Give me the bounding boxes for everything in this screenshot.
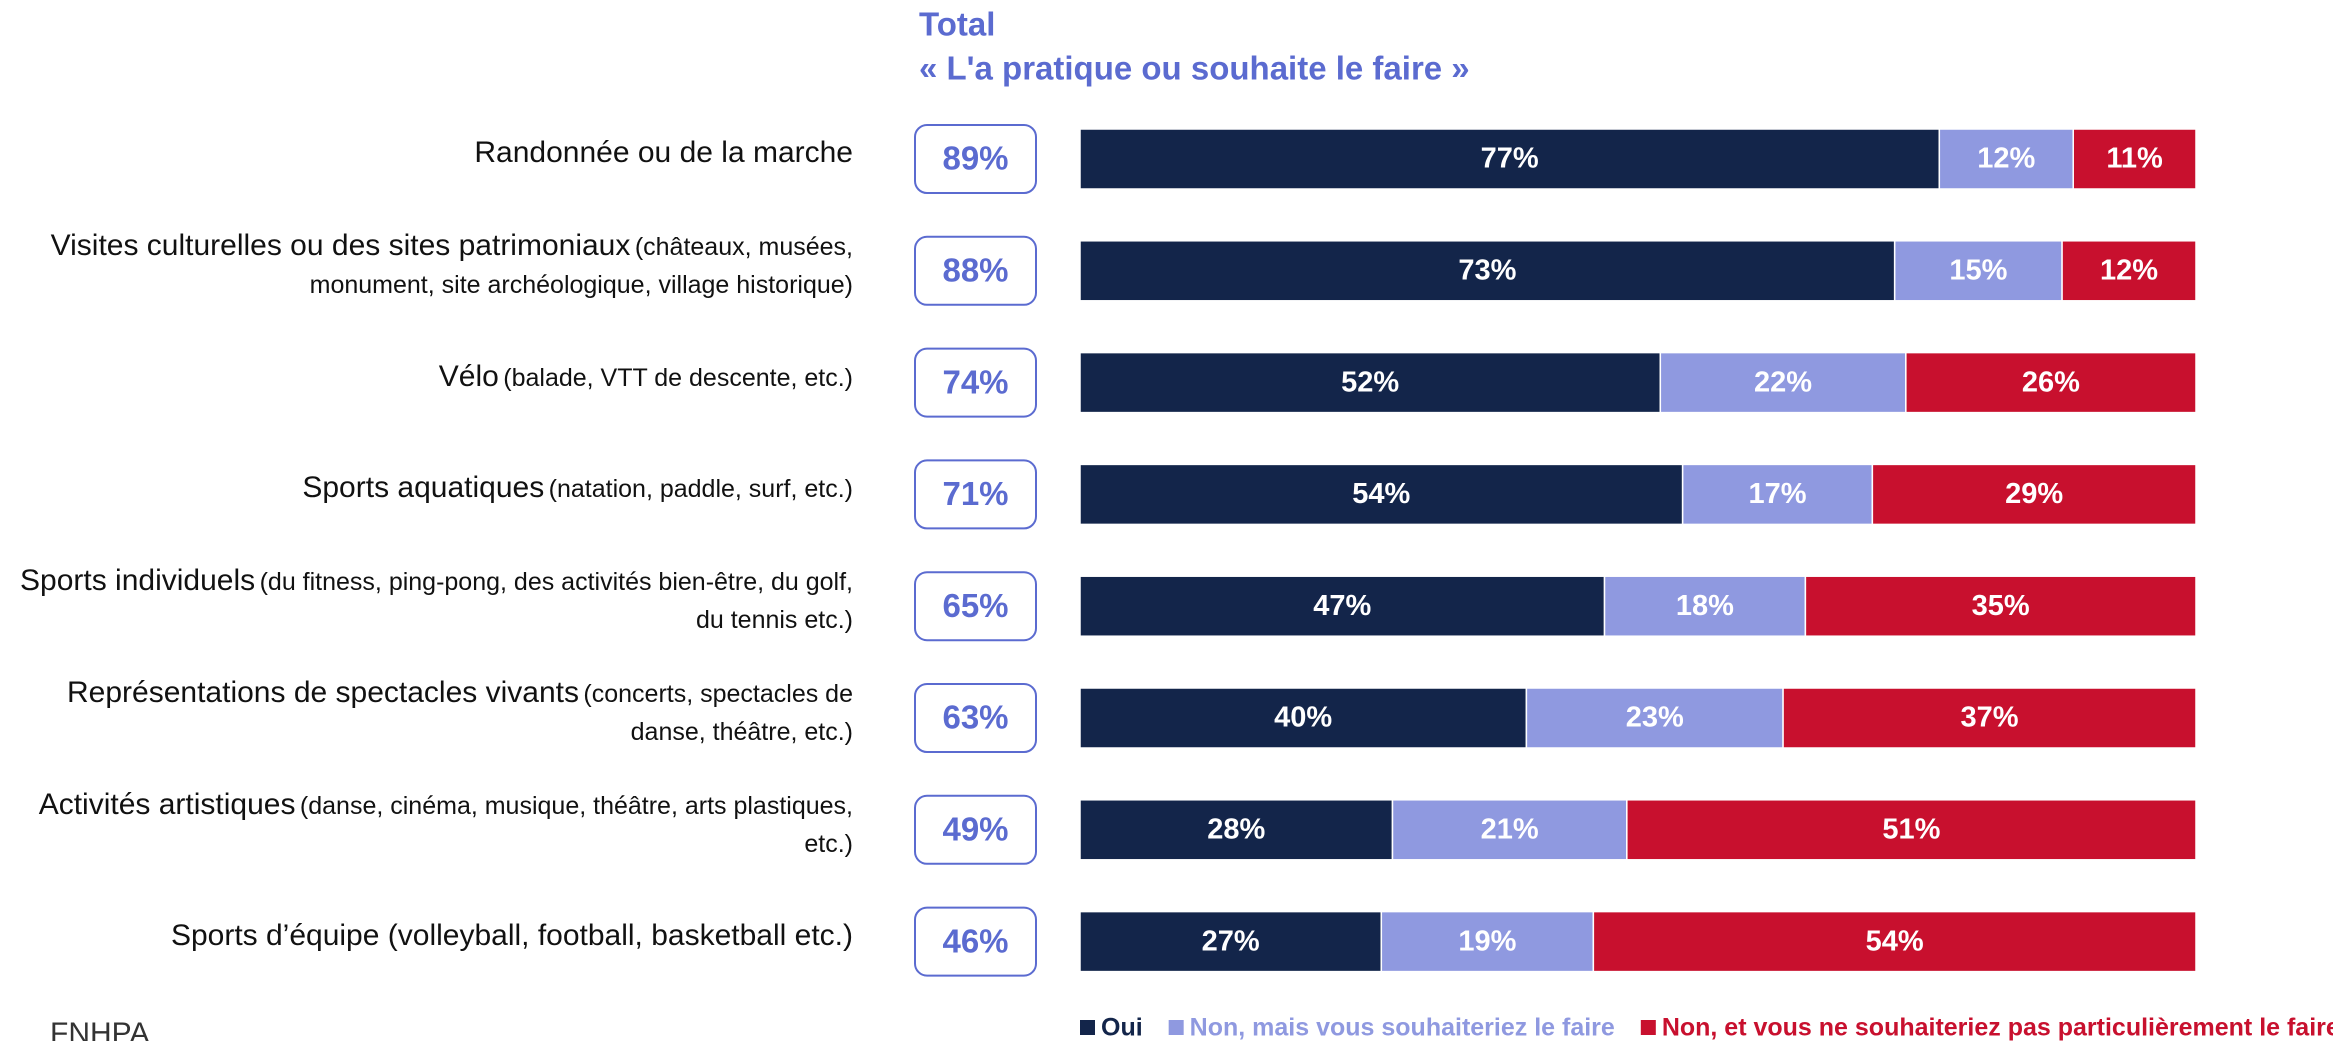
bar-segment bbox=[1592, 910, 2197, 973]
bar-segment bbox=[1681, 463, 1874, 526]
category-detail: (danse, cinéma, musique, théâtre, arts p… bbox=[299, 791, 853, 858]
category-detail: (du fitness, ping-pong, des activités bi… bbox=[259, 568, 853, 635]
category-detail: (balade, VTT de descente, etc.) bbox=[503, 363, 853, 392]
chart-title: Total bbox=[919, 6, 995, 43]
category-name: Sports d’équipe (volleyball, football, b… bbox=[170, 918, 853, 952]
value-label: 77% bbox=[1481, 143, 1539, 175]
bar-segment bbox=[1871, 463, 2197, 526]
total-box bbox=[914, 794, 1037, 865]
bar-segment bbox=[1079, 128, 1941, 190]
bar-segment bbox=[1938, 128, 2074, 190]
category-label: Visites culturelles ou des sites patrimo… bbox=[4, 228, 853, 306]
bar-segment bbox=[1525, 687, 1784, 749]
bar-segment bbox=[1380, 910, 1595, 973]
total-box bbox=[914, 906, 1037, 977]
value-label: 23% bbox=[1626, 702, 1684, 734]
total-box bbox=[914, 235, 1037, 306]
category-detail: (concerts, spectacles de danse, théâtre,… bbox=[583, 680, 853, 746]
value-label: 18% bbox=[1676, 590, 1734, 622]
total-label: 65% bbox=[942, 587, 1008, 624]
total-box bbox=[914, 683, 1037, 753]
category-detail: (natation, paddle, surf, etc.) bbox=[548, 475, 853, 504]
bar-segment bbox=[1782, 687, 2197, 749]
legend-swatch bbox=[1168, 1020, 1184, 1035]
value-label: 22% bbox=[1754, 366, 1812, 398]
value-label: 27% bbox=[1202, 925, 1260, 957]
value-label: 15% bbox=[1949, 254, 2007, 286]
value-label: 52% bbox=[1341, 366, 1399, 398]
legend-label: Oui bbox=[1101, 1014, 1143, 1041]
value-label: 47% bbox=[1313, 590, 1371, 622]
category-label: Sports aquatiques (natation, paddle, sur… bbox=[4, 470, 853, 510]
category-label: Sports individuels (du fitness, ping-pon… bbox=[4, 563, 853, 641]
bar-segment bbox=[1893, 240, 2063, 302]
category-detail: (châteaux, musées, monument, site archéo… bbox=[309, 232, 853, 299]
value-label: 19% bbox=[1458, 925, 1516, 957]
total-label: 74% bbox=[942, 363, 1008, 400]
category-name: Représentations de spectacles vivants bbox=[67, 676, 579, 709]
value-label: 12% bbox=[2100, 254, 2158, 286]
total-label: 88% bbox=[942, 252, 1008, 289]
bar-segment bbox=[2072, 128, 2197, 190]
value-label: 35% bbox=[1972, 590, 2030, 622]
value-label: 54% bbox=[1866, 925, 1924, 957]
category-name: Vélo bbox=[438, 359, 499, 393]
total-box bbox=[914, 124, 1037, 194]
legend-label: Non, mais vous souhaiteriez le faire bbox=[1190, 1014, 1615, 1041]
bar-segment bbox=[1079, 575, 1606, 637]
category-name: Visites culturelles ou des sites patrimo… bbox=[50, 228, 631, 262]
category-label: Activités artistiques (danse, cinéma, mu… bbox=[4, 787, 853, 865]
category-name: Randonnée ou de la marche bbox=[474, 136, 853, 169]
total-box bbox=[914, 571, 1037, 642]
chart-subtitle: « L'a pratique ou souhaite le faire » bbox=[919, 50, 1470, 87]
value-label: 28% bbox=[1207, 813, 1265, 845]
value-label: 26% bbox=[2022, 366, 2080, 398]
category-name: Sports individuels bbox=[20, 564, 256, 598]
category-label: Vélo (balade, VTT de descente, etc.) bbox=[4, 359, 853, 399]
bar-segment bbox=[1804, 575, 2197, 637]
logo: FNHPA bbox=[50, 1017, 149, 1041]
legend-label: Non, et vous ne souhaiteriez pas particu… bbox=[1662, 1014, 2333, 1041]
total-label: 89% bbox=[942, 140, 1008, 177]
category-label: Randonnée ou de la marche bbox=[4, 135, 853, 175]
value-label: 29% bbox=[2005, 478, 2063, 510]
bar-segment bbox=[2061, 240, 2197, 302]
legend-swatch bbox=[1080, 1020, 1095, 1035]
value-label: 73% bbox=[1458, 254, 1516, 286]
value-label: 37% bbox=[1961, 702, 2019, 734]
bar-segment bbox=[1079, 910, 1383, 973]
bar-segment bbox=[1905, 351, 2197, 414]
category-name: Sports aquatiques bbox=[302, 471, 545, 505]
category-name: Activités artistiques bbox=[38, 787, 296, 821]
legend-swatch bbox=[1640, 1020, 1656, 1035]
value-label: 12% bbox=[1977, 143, 2035, 175]
total-label: 49% bbox=[942, 811, 1008, 848]
bar-segment bbox=[1659, 351, 1907, 414]
bar-segment bbox=[1391, 799, 1628, 861]
total-box bbox=[914, 347, 1037, 418]
value-label: 17% bbox=[1748, 478, 1806, 510]
total-box bbox=[914, 459, 1037, 530]
value-label: 40% bbox=[1274, 702, 1332, 734]
total-label: 71% bbox=[942, 475, 1008, 512]
bar-segment bbox=[1079, 463, 1684, 526]
value-label: 54% bbox=[1352, 478, 1410, 510]
total-label: 63% bbox=[942, 699, 1008, 736]
category-label: Représentations de spectacles vivants (c… bbox=[4, 675, 853, 753]
total-label: 46% bbox=[942, 922, 1008, 959]
value-label: 21% bbox=[1481, 813, 1539, 845]
category-label: Sports d’équipe (volleyball, football, b… bbox=[4, 918, 853, 958]
bar-segment bbox=[1626, 799, 2197, 861]
value-label: 51% bbox=[1882, 813, 1940, 845]
bar-segment bbox=[1079, 240, 1896, 302]
value-label: 11% bbox=[2106, 143, 2163, 175]
